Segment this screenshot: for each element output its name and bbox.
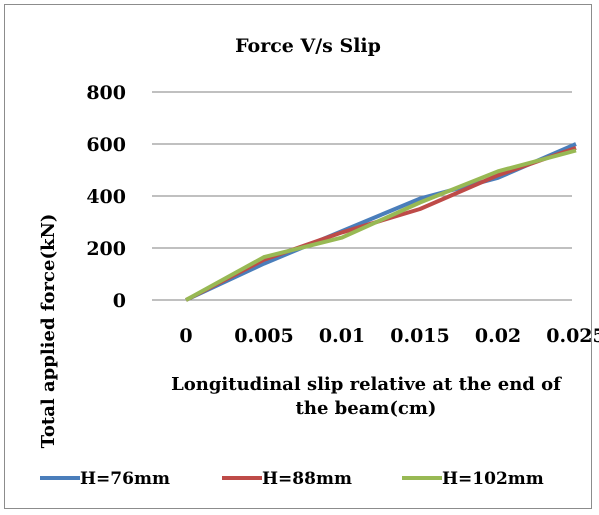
y-tick-labels: 0 200 400 600 800 [86,82,126,312]
legend-label-h-76mm: H=76mm [80,469,170,489]
series-line-h-102mm [185,148,577,302]
chart-title: Force V/s Slip [235,35,381,57]
y-tick-600: 600 [86,134,126,156]
legend-label-h-88mm: H=88mm [262,469,352,489]
x-axis-label-line1: Longitudinal slip relative at the end of [171,374,562,395]
series-lines [185,142,577,302]
x-tick-0.005: 0.005 [234,325,294,347]
grid-lines [152,91,572,301]
legend: H=76mm H=88mm H=102mm [40,469,544,489]
chart-frame [4,4,592,509]
x-tick-0: 0 [179,325,192,347]
x-tick-0.015: 0.015 [390,325,450,347]
x-tick-0.02: 0.02 [475,325,521,347]
x-tick-labels: 0 0.005 0.01 0.015 0.02 0.025 [179,325,599,347]
y-tick-0: 0 [113,290,126,312]
y-tick-800: 800 [86,82,126,104]
x-axis-label-line2: the beam(cm) [296,398,437,419]
y-axis-label: Total applied force(kN) [38,214,59,449]
legend-label-h-102mm: H=102mm [442,469,544,489]
x-tick-0.025: 0.025 [546,325,599,347]
y-tick-400: 400 [86,186,126,208]
y-tick-200: 200 [86,238,126,260]
x-tick-0.01: 0.01 [319,325,365,347]
